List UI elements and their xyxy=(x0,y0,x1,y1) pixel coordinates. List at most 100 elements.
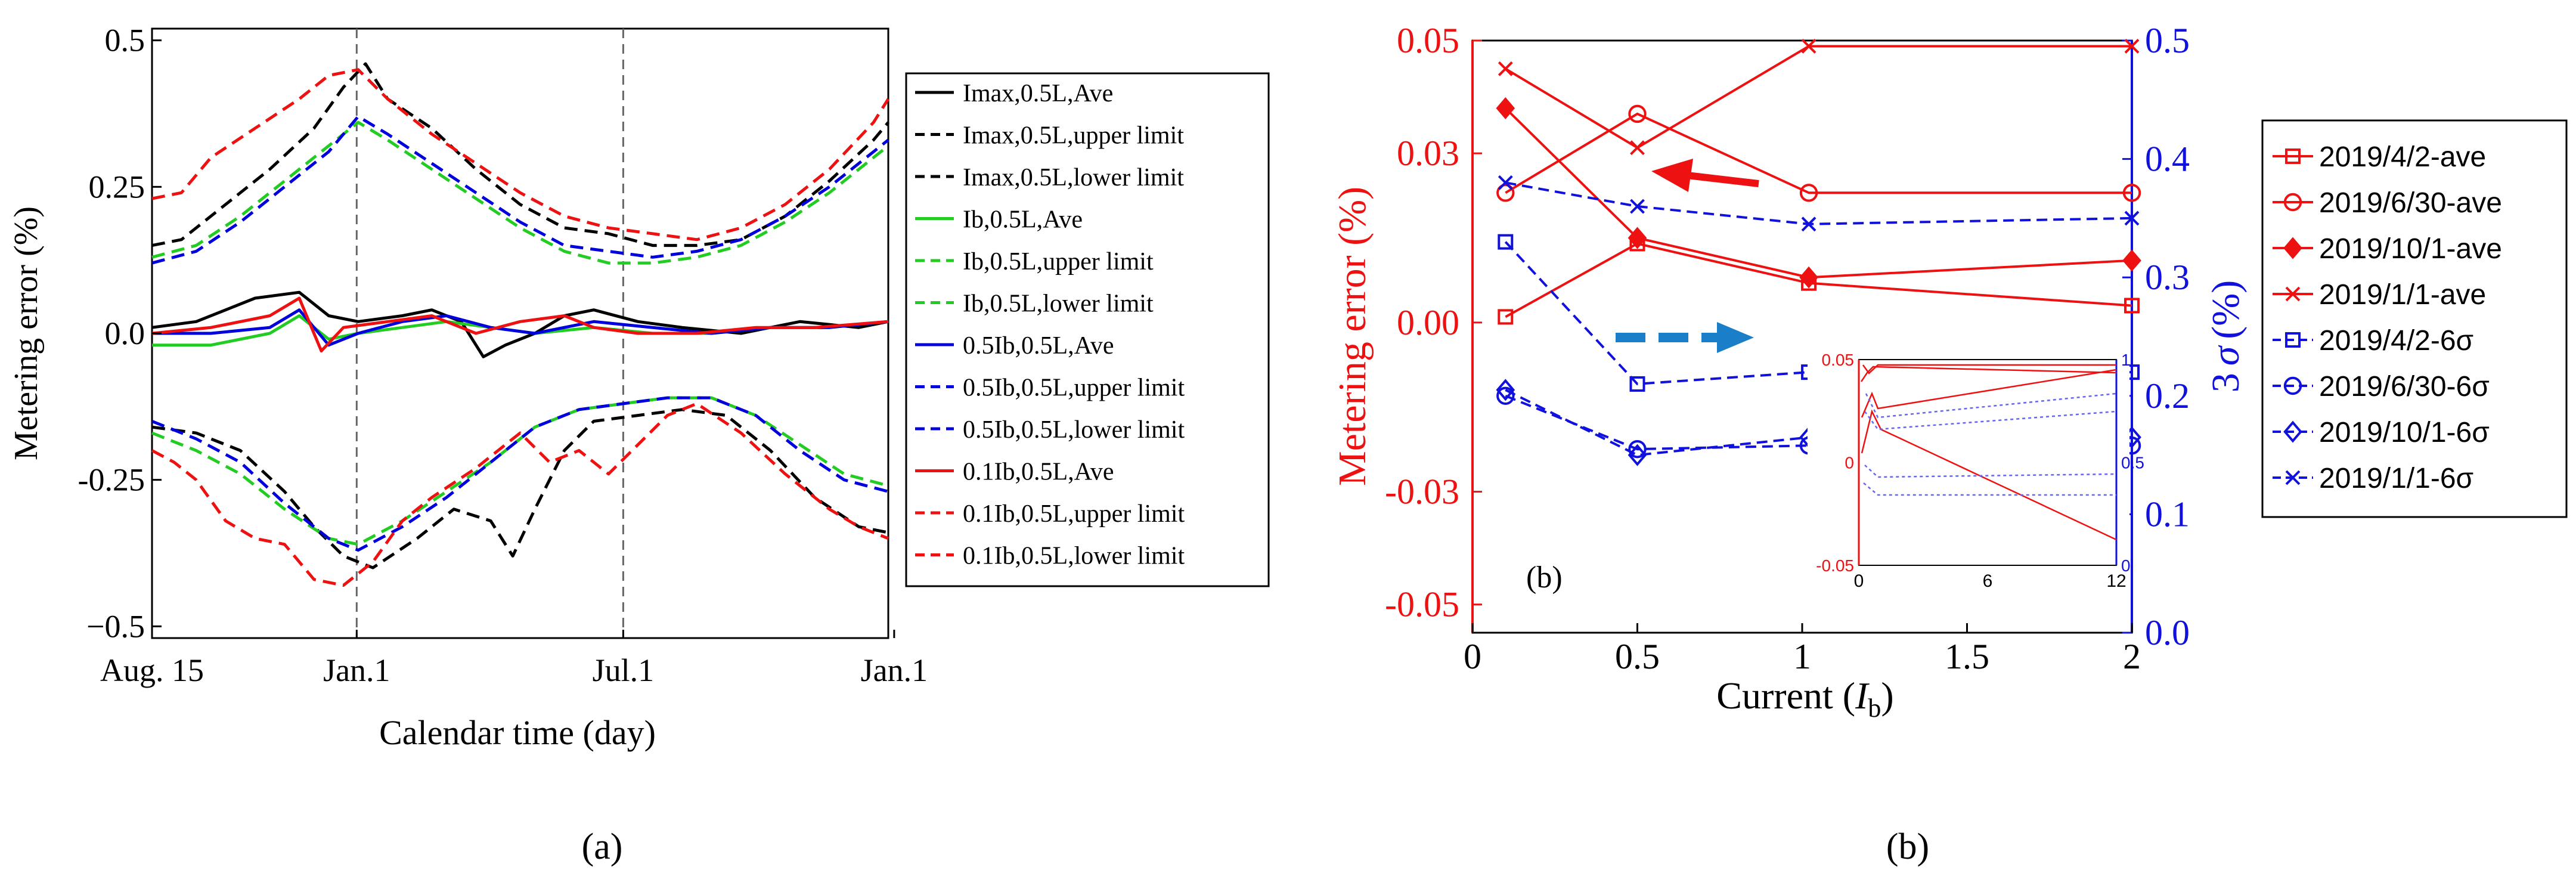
series-2019-1-1-6 xyxy=(1498,175,2140,232)
right-y-label-sigma: σ xyxy=(2204,345,2248,366)
legend-label: 0.5Ib,0.5L,lower limit xyxy=(963,416,1185,444)
right-axis-arrow-head xyxy=(1717,322,1754,353)
data-point xyxy=(1496,386,1515,405)
left-y-tick-label: -0.05 xyxy=(1385,585,1459,624)
data-point xyxy=(1628,439,1647,459)
x-tick-label: Jan.1 xyxy=(323,652,390,688)
series-2019-1-1-ave xyxy=(1498,39,2140,156)
inset-right-tick-label: 1 xyxy=(2121,351,2131,369)
series-line xyxy=(1505,242,2132,318)
inset-x-tick-label: 6 xyxy=(1983,571,1993,591)
x-label-close: ) xyxy=(1881,674,1893,717)
x-label-sub: b xyxy=(1868,694,1881,723)
series-line-imax-0-5l-upper-limit xyxy=(151,62,889,247)
panel-a-reference-lines xyxy=(355,29,624,638)
data-point xyxy=(1628,444,1647,466)
legend-entry-2019-1-1-ave: 2019/1/1-ave xyxy=(2273,279,2486,311)
inset-lines xyxy=(1860,364,2117,541)
x-label-var: I xyxy=(1855,674,1870,717)
legend-label: 2019/4/2-ave xyxy=(2319,141,2486,173)
x-tick-label: 0.5 xyxy=(1615,637,1660,676)
right-y-label-unit: (%) xyxy=(2204,280,2248,339)
panel-b: 0.050.030.00-0.03-0.050.50.40.30.20.10.0… xyxy=(1331,21,2568,867)
inset-line xyxy=(1862,364,2116,374)
data-point xyxy=(1496,184,1515,202)
legend-entry-2019-6-30-ave: 2019/6/30-ave xyxy=(2273,187,2502,219)
legend-entry-2019-10-1-6: 2019/10/1-6σ xyxy=(2273,417,2490,448)
data-point xyxy=(2122,184,2141,202)
data-point xyxy=(1630,140,1645,156)
legend-label: Ib,0.5L,Ave xyxy=(963,206,1083,234)
series-line-0-5ib-0-5l-upper-limit xyxy=(151,114,889,265)
legend-label: 0.1Ib,0.5L,upper limit xyxy=(963,500,1185,528)
panel-a-legend-entries: Imax,0.5L,Ave Imax,0.5L,upper limit Imax,0… xyxy=(915,80,1185,570)
inset-right-tick-label: 0.5 xyxy=(2121,454,2144,472)
left-y-tick-label: 0.05 xyxy=(1397,21,1459,60)
legend-label: 2019/1/1-6σ xyxy=(2319,463,2473,494)
panel-a-x-axis-label: Calendar time (day) xyxy=(379,713,656,752)
data-point xyxy=(1498,309,1514,325)
x-tick-label: 0 xyxy=(1464,637,1481,676)
panel-b-right-y-axis-label: 3 σ (%) xyxy=(2204,280,2248,393)
y-tick-label: 0.25 xyxy=(89,169,145,205)
x-tick-label: Jul.1 xyxy=(593,652,655,688)
legend-label: Imax,0.5L,Ave xyxy=(963,80,1113,107)
panel-a-legend xyxy=(905,72,1270,587)
inset-line xyxy=(1861,409,2117,541)
right-y-tick-label: 0.0 xyxy=(2145,613,2190,652)
data-point xyxy=(1498,175,1513,190)
legend-label: 2019/6/30-ave xyxy=(2319,187,2502,219)
data-point xyxy=(2283,237,2302,259)
right-y-tick-label: 0.4 xyxy=(2145,140,2190,179)
legend-entry-2019-4-2-6: 2019/4/2-6σ xyxy=(2273,325,2473,357)
legend-label: 2019/6/30-6σ xyxy=(2319,371,2490,403)
legend-label: 0.1Ib,0.5L,lower limit xyxy=(963,543,1185,570)
series-line xyxy=(1505,181,2132,225)
panel-b-caption: (b) xyxy=(1886,827,1929,867)
inset-left-tick-label: 0 xyxy=(1845,454,1854,472)
data-point xyxy=(1628,227,1647,249)
series-line xyxy=(1504,107,2132,279)
series-line xyxy=(1505,45,2132,150)
panel-a-y-axis-label: Metering error (%) xyxy=(8,206,45,460)
data-point xyxy=(2283,193,2302,212)
panel-b-left-y-axis-label: Metering error (%) xyxy=(1331,187,1374,486)
y-tick-label: 0.5 xyxy=(105,23,145,58)
right-y-tick-label: 0.5 xyxy=(2145,21,2190,60)
inset-line xyxy=(1864,410,2117,431)
panel-b-legend xyxy=(2261,119,2568,518)
data-point xyxy=(2283,420,2302,443)
data-point xyxy=(1630,199,1645,214)
series-2019-10-1-ave xyxy=(1496,97,2141,289)
legend-label: Imax,0.5L,lower limit xyxy=(963,164,1184,191)
panel-a-caption: (a) xyxy=(582,827,623,867)
x-tick-label: Jan.1 xyxy=(861,652,928,688)
data-point xyxy=(2285,332,2301,348)
data-point xyxy=(1801,216,1816,232)
series-line-imax-0-5l-ave xyxy=(151,290,889,358)
right-y-tick-label: 0.1 xyxy=(2145,494,2190,534)
data-point xyxy=(1799,184,1818,202)
left-y-tick-label: 0.00 xyxy=(1397,303,1459,342)
series-line-0-1ib-0-5l-ave xyxy=(151,296,889,352)
legend-label: 2019/1/1-ave xyxy=(2319,279,2486,311)
inset-left-tick-label: 0.05 xyxy=(1822,351,1855,369)
legend-label: 2019/10/1-6σ xyxy=(2319,417,2490,448)
series-line-ib-0-5l-lower-limit xyxy=(151,396,889,546)
inset-line xyxy=(1860,366,2117,382)
panel-a-ticks: 0.5 0.25 0.0 -0.25 −0.5 Aug. 15 Jan.1 Jul.1 Jan.… xyxy=(78,23,928,688)
x-tick-label: 1 xyxy=(1793,637,1811,676)
left-y-tick-label: -0.03 xyxy=(1385,472,1459,512)
series-2019-4-2-ave xyxy=(1498,236,2140,325)
panel-a-series-group xyxy=(151,62,890,587)
series-line-0-1ib-0-5l-lower-limit xyxy=(151,402,889,587)
inset-x-tick-label: 0 xyxy=(1854,571,1864,591)
series-2019-6-30-ave xyxy=(1496,104,2141,202)
data-point xyxy=(2285,470,2301,485)
legend-entry-2019-4-2-ave: 2019/4/2-ave xyxy=(2273,141,2486,173)
panel-b-inner-label: (b) xyxy=(1526,561,1563,595)
right-y-tick-label: 0.2 xyxy=(2145,376,2190,416)
